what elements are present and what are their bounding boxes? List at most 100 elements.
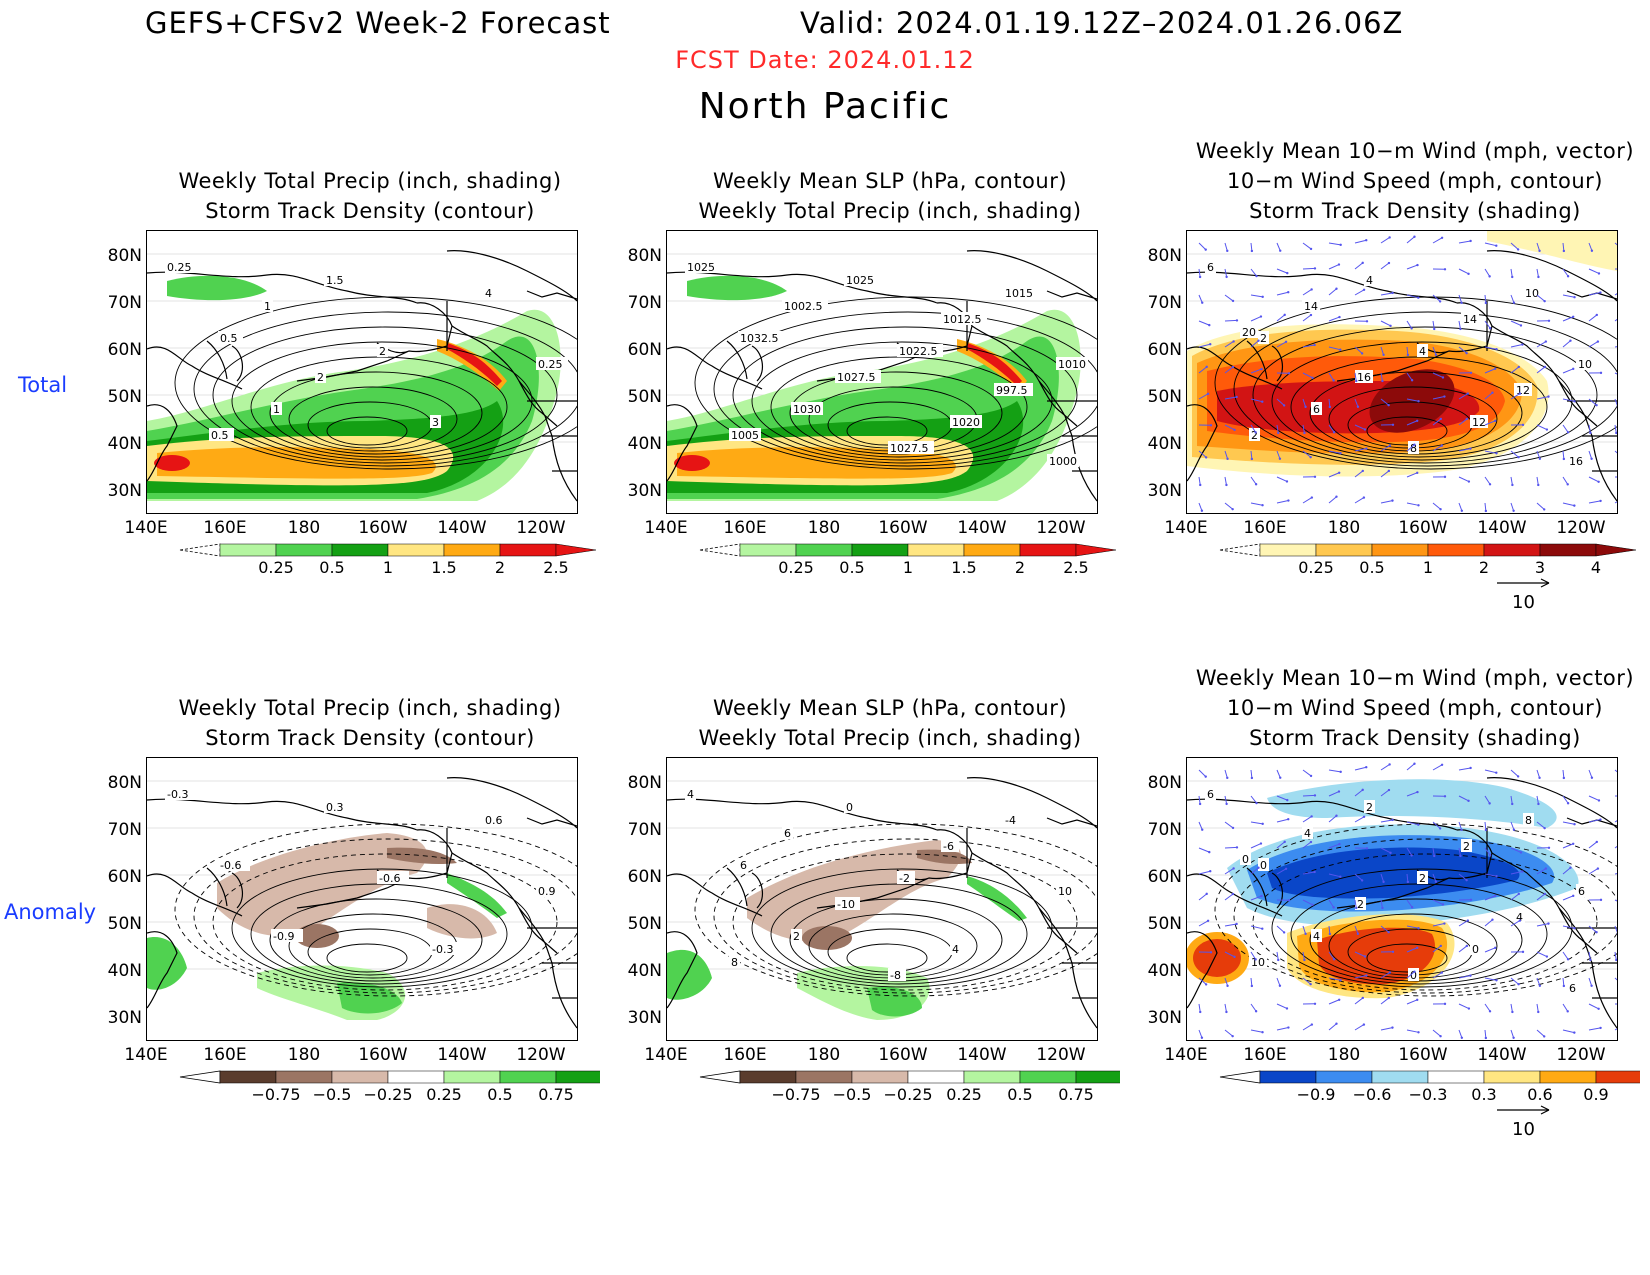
contour-label-bg — [483, 813, 508, 826]
panel-total-slp-precip: Weekly Mean SLP (hPa, contour) Weekly Tot… — [628, 130, 1150, 630]
lon-tick-label: 160W — [1398, 518, 1448, 538]
shading-field — [1187, 779, 1579, 999]
lat-tick-label: 60N — [107, 867, 142, 887]
colorbar-tick-label: 0.9 — [1583, 1085, 1609, 1104]
colorbar-swatch — [499, 1070, 557, 1084]
lat-tick-label: 40N — [627, 961, 662, 981]
lon-tick-label: 140W — [957, 518, 1007, 538]
row-label-anomaly: Anomaly — [4, 900, 97, 924]
lat-tick-label: 70N — [1147, 293, 1182, 313]
lon-tick-label: 180 — [287, 1045, 321, 1065]
panel-title-line: 10−m Wind Speed (mph, contour) — [1227, 169, 1603, 193]
contour-label: -0.9 — [273, 930, 294, 943]
colorbar-swatch — [739, 543, 797, 557]
lat-tick-label: 60N — [107, 340, 142, 360]
contour-label-bg — [1003, 286, 1035, 299]
contour-label-bg — [1056, 357, 1088, 370]
contour-label-bg — [1249, 428, 1260, 441]
lat-tick-label: 80N — [1147, 246, 1182, 266]
lon-tick-label: 180 — [807, 518, 841, 538]
lat-tick-label: 60N — [1147, 867, 1182, 887]
contour-label-bg — [950, 942, 961, 955]
contour-label: 14 — [1304, 300, 1318, 313]
colorbar-swatch — [1019, 1070, 1077, 1084]
colorbar-swatch — [963, 543, 1021, 557]
contour-label: 1012.5 — [943, 313, 982, 326]
lat-tick-label: 70N — [107, 293, 142, 313]
contour-label-bg — [377, 344, 388, 357]
panel-title-line: Weekly Total Precip (inch, shading) — [698, 726, 1082, 750]
colorbar-tick-label: 0.6 — [1527, 1085, 1553, 1104]
contour-label: 10 — [1251, 956, 1265, 969]
colorbar-swatch — [275, 1070, 333, 1084]
map-area: 6 2 6 4 4 12 10 10 2 14 16 8 14 12 16 20 — [1186, 230, 1618, 514]
colorbar-tick-label: 0.75 — [1058, 1085, 1094, 1104]
contour-label: 2 — [379, 345, 386, 358]
lat-tick-label: 80N — [107, 246, 142, 266]
colorbar-swatch — [795, 1070, 853, 1084]
contour-label-bg — [791, 929, 802, 942]
map-area: -0.3 -0.6 -0.9 0.3 -0.6 -0.3 0.6 0.9 — [146, 757, 578, 1041]
colorbar-tick-label: 2 — [1478, 558, 1490, 577]
contour-label: 2 — [1260, 332, 1267, 345]
contour-label-bg — [271, 402, 282, 415]
contour-label-bg — [1461, 839, 1472, 852]
lat-tick-label: 40N — [627, 434, 662, 454]
contour-label-bg — [1364, 273, 1375, 286]
colorbar-swatch — [387, 543, 445, 557]
lon-tick-label: 180 — [1327, 518, 1361, 538]
coastline-outline — [147, 777, 577, 1029]
contour-label-bg — [536, 357, 568, 370]
contour-label: 6 — [1207, 788, 1214, 801]
contour-label-bg — [1461, 312, 1479, 325]
contour-label-bg — [1258, 331, 1269, 344]
lon-tick-label: 160W — [1398, 1045, 1448, 1065]
contour-label: 2 — [1419, 872, 1426, 885]
contour-label: 0 — [1472, 943, 1479, 956]
contour-label: 0 — [1242, 853, 1249, 866]
lat-tick-label: 70N — [1147, 820, 1182, 840]
wind-vectors — [1198, 235, 1617, 513]
lat-tick-label: 70N — [627, 293, 662, 313]
colorbar — [179, 1070, 600, 1084]
contour-label: 997.5 — [996, 384, 1028, 397]
contour-label: -8 — [890, 969, 901, 982]
contour-label: 0.6 — [485, 814, 503, 827]
contour-label: -0.6 — [379, 872, 400, 885]
contour-label-bg — [1302, 826, 1313, 839]
colorbar-tick-label: 0.75 — [538, 1085, 574, 1104]
contour-label-bg — [729, 955, 740, 968]
lat-tick-label: 80N — [627, 246, 662, 266]
contour-label-bg — [888, 968, 906, 981]
lon-tick-label: 160W — [878, 1045, 928, 1065]
lat-tick-label: 40N — [107, 434, 142, 454]
contour-label-bg — [1258, 858, 1269, 871]
contour-label: 1025 — [846, 274, 874, 287]
lon-tick-label: 160W — [358, 1045, 408, 1065]
contour-label-bg — [888, 441, 934, 454]
contour-label: 10 — [1525, 287, 1539, 300]
panel-title-line: Storm Track Density (shading) — [1249, 726, 1581, 750]
contour-label-bg — [1567, 454, 1585, 467]
lon-tick-label: 180 — [287, 518, 321, 538]
panel-title-line: Weekly Total Precip (inch, shading) — [178, 696, 562, 720]
contour-lines — [1214, 296, 1617, 470]
contour-label-bg — [941, 312, 987, 325]
colorbar — [179, 543, 597, 557]
main-title: GEFS+CFSv2 Week-2 Forecast — [145, 6, 611, 40]
lon-tick-label: 180 — [807, 1045, 841, 1065]
colorbar-tick-label: −0.5 — [832, 1085, 872, 1104]
contour-label-bg — [1567, 981, 1578, 994]
contour-label: 2 — [1366, 801, 1373, 814]
lon-tick-label: 120W — [516, 1045, 566, 1065]
contour-label: 1015 — [1005, 287, 1033, 300]
contour-label-bg — [262, 299, 273, 312]
contour-label: -4 — [1005, 814, 1016, 827]
coastline-outline — [667, 250, 1097, 502]
colorbar-swatch — [795, 543, 853, 557]
panel-total-precip-storm: Weekly Total Precip (inch, shading) Storm… — [108, 130, 630, 630]
colorbar-tick-label: −0.25 — [363, 1085, 413, 1104]
colorbar — [699, 1070, 1120, 1084]
contour-label: 12 — [1472, 416, 1486, 429]
colorbar-swatch — [1019, 543, 1077, 557]
